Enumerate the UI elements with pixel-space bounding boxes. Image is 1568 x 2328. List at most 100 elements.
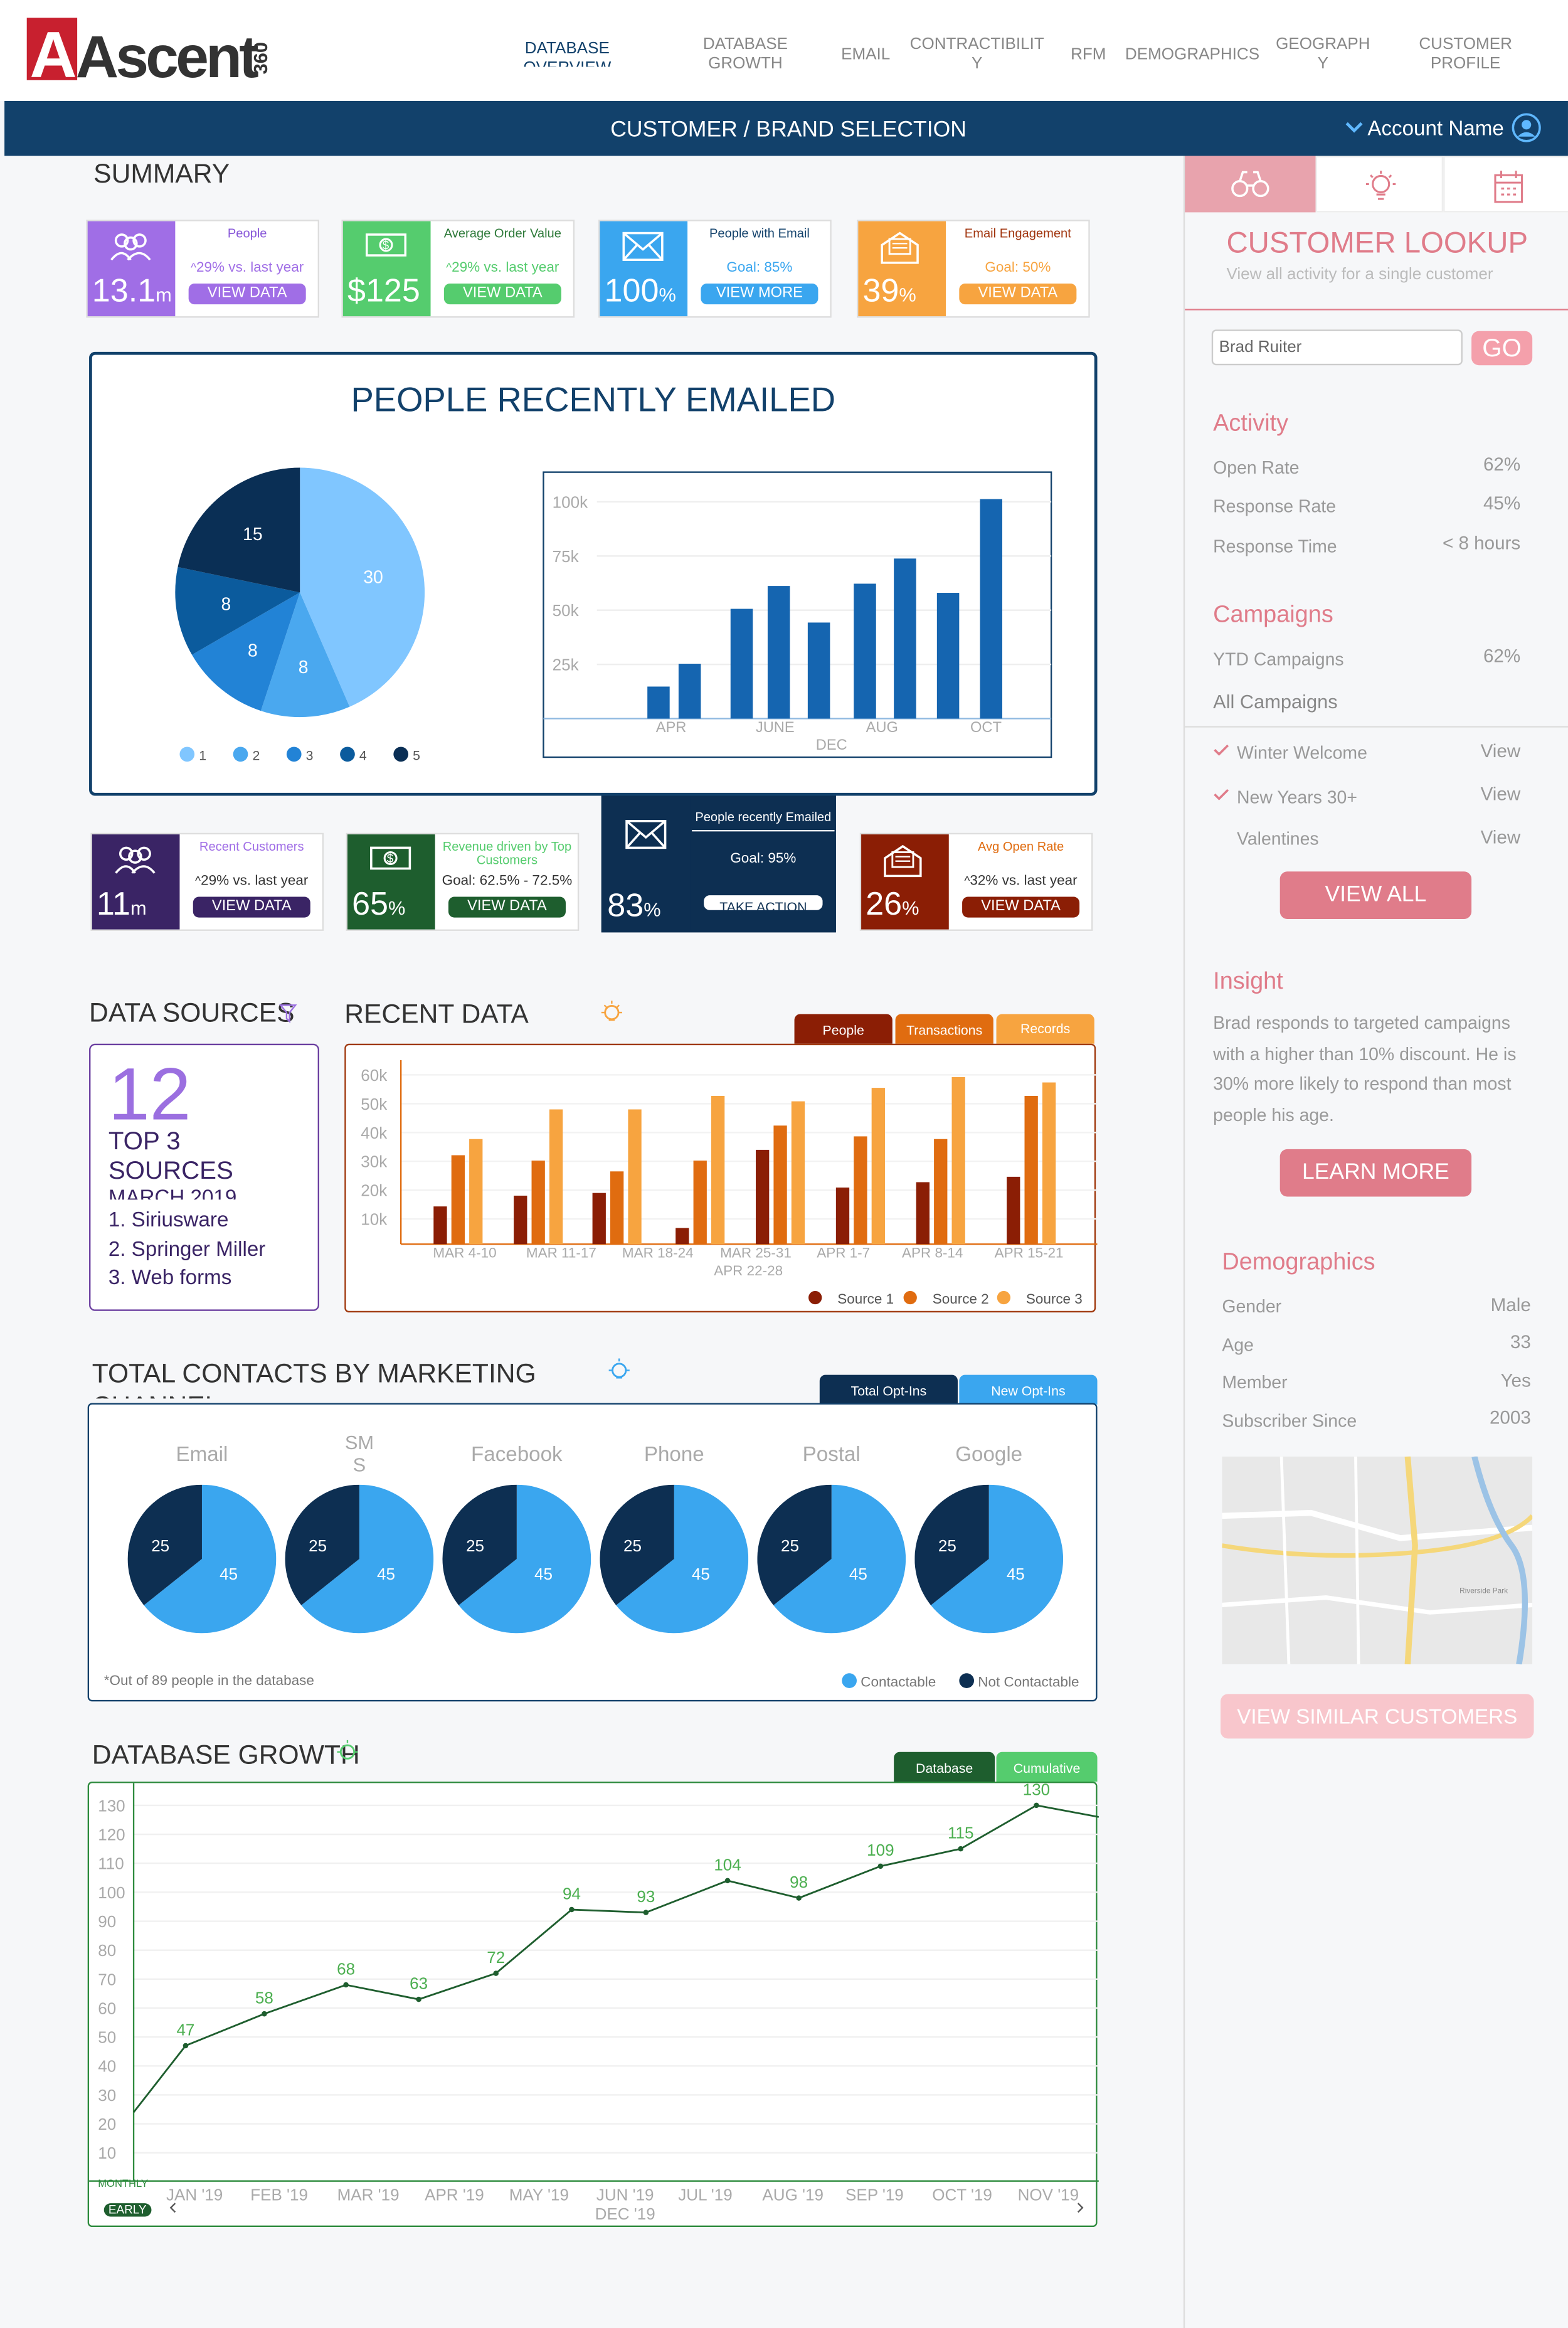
customer-search-input[interactable]: Brad Ruiter [1211, 329, 1463, 366]
people-icon [115, 846, 156, 874]
nav-geography[interactable]: GEOGRAPHY [1276, 35, 1370, 73]
data-sources-period: MARCH 2019 [108, 1184, 237, 1200]
donut-slice-not-contactable [127, 1484, 202, 1605]
money-icon: $ [365, 233, 407, 257]
tab-total-opt-ins[interactable]: Total Opt-Ins [819, 1374, 958, 1405]
tab-lookup[interactable] [1185, 156, 1316, 213]
nav-email[interactable]: EMAIL [841, 46, 891, 64]
card-button[interactable]: VIEW DATA [448, 896, 566, 918]
lightbulb-icon[interactable] [336, 1740, 359, 1767]
list-item[interactable]: 1. Siriusware [108, 1207, 229, 1231]
card-button[interactable]: VIEW DATA [193, 896, 310, 918]
calendar-icon [1494, 171, 1523, 203]
tab-transactions[interactable]: Transactions [895, 1014, 993, 1044]
tab-new-opt-ins[interactable]: New Opt-Ins [959, 1374, 1098, 1405]
chart-frame [543, 471, 1052, 758]
customer-map[interactable]: Riverside Park [1222, 1456, 1533, 1665]
learn-more-button[interactable]: LEARN MORE [1279, 1149, 1472, 1197]
legend-label: Source 3 [1026, 1291, 1083, 1307]
nav-database-overview[interactable]: DATABASE OVERVIEW [523, 40, 611, 67]
summary-card: $ $125 Average Order Value ^29% vs. last… [341, 220, 575, 318]
nav-rfm[interactable]: RFM [1071, 46, 1106, 64]
tab-database[interactable]: Database [894, 1751, 995, 1782]
data-label: 104 [714, 1855, 741, 1874]
channel-donut[interactable]: Facebook 25 45 [442, 1434, 591, 1672]
tab-records[interactable]: Records [996, 1014, 1094, 1044]
legend-label: Source 1 [837, 1291, 894, 1307]
channel-donut[interactable]: Phone 25 45 [600, 1434, 749, 1672]
card-button[interactable]: VIEW DATA [959, 284, 1077, 305]
top-sources-label: TOP 3 SOURCES [108, 1127, 233, 1185]
lightbulb-icon[interactable] [607, 1358, 631, 1386]
list-item[interactable]: 2. Springer Miller [108, 1236, 266, 1260]
summary-card: 26% Avg Open Rate ^32% vs. last year VIE… [859, 832, 1093, 931]
recent-loads-bar-chart: 60k 50k 40k 30k 20k 10k MAR 4-10 MAR 11-17 MAR 1… [361, 1060, 1098, 1307]
donut-slice-not-contactable [285, 1484, 359, 1605]
card-button[interactable]: VIEW DATA [962, 896, 1080, 918]
x-tick-label: APR 1-7 [817, 1245, 870, 1261]
donut-value-label: 25 [151, 1536, 169, 1555]
bar [531, 1161, 545, 1245]
subscriber-since-label: Subscriber Since [1222, 1410, 1357, 1432]
data-point [1034, 1802, 1039, 1809]
go-button[interactable]: GO [1471, 331, 1533, 366]
open-envelope-icon [881, 231, 919, 264]
tab-cumulative[interactable]: Cumulative [996, 1751, 1098, 1782]
view-all-button[interactable]: VIEW ALL [1279, 871, 1472, 919]
card-button[interactable]: VIEW DATA [443, 284, 561, 305]
channel-donut[interactable]: Email 25 45 [127, 1434, 277, 1672]
user-icon[interactable] [1512, 113, 1541, 142]
svg-text:Riverside Park: Riverside Park [1459, 1586, 1508, 1595]
tab-calendar[interactable] [1443, 156, 1568, 213]
y-tick-label: 60 [98, 1999, 116, 2017]
nav-contractibility[interactable]: CONTRACTIBILITY [909, 35, 1044, 73]
donut-slice-contactable [458, 1484, 591, 1634]
nav-database-growth[interactable]: DATABASE GROWTH [702, 35, 788, 73]
member-value: Yes [1500, 1370, 1531, 1391]
donut-value-label: 25 [781, 1536, 799, 1555]
y-tick-label: 70 [98, 1970, 116, 1989]
pie-slice-label: 8 [248, 640, 258, 661]
svg-text:$: $ [387, 853, 394, 866]
card-title: People recently Emailed [692, 810, 835, 832]
view-link[interactable]: View [1480, 827, 1521, 848]
lookup-title: CUSTOMER LOOKUP [1226, 227, 1528, 260]
x-tick-label: APR [656, 720, 687, 736]
filter-icon[interactable] [279, 1004, 297, 1024]
y-tick-label: 20k [361, 1181, 388, 1200]
svg-text:$: $ [383, 240, 389, 253]
tab-insight[interactable] [1315, 156, 1444, 213]
card-button[interactable]: VIEW MORE [701, 284, 818, 305]
x-tick-label: OCT '19 [932, 2185, 992, 2204]
account-name-dropdown[interactable]: Account Name [1367, 115, 1504, 140]
lightbulb-icon[interactable] [600, 1001, 623, 1028]
channel-donut[interactable]: Google 25 45 [914, 1434, 1064, 1672]
channel-donut[interactable]: Postal 25 45 [757, 1434, 906, 1672]
ascent-logo[interactable]: A Ascent 360 [26, 15, 272, 83]
lightbulb-icon [1366, 171, 1396, 200]
x-tick-label: AUG '19 [762, 2185, 824, 2204]
channel-donut[interactable]: SMS 25 45 [285, 1431, 434, 1672]
nav-customer-profile[interactable]: CUSTOMER PROFILE [1419, 35, 1512, 73]
nav-demographics[interactable]: DEMOGRAPHICS [1125, 46, 1260, 64]
early-toggle[interactable]: EARLY [103, 2203, 151, 2217]
bar [647, 686, 670, 719]
view-link[interactable]: View [1480, 740, 1521, 762]
card-button[interactable]: VIEW DATA [188, 284, 306, 305]
monthly-toggle[interactable]: MONTHLY [98, 2179, 149, 2190]
card-subtitle: ^29% vs. last year [446, 260, 559, 277]
bar [854, 583, 876, 719]
view-similar-customers-button[interactable]: VIEW SIMILAR CUSTOMERS [1221, 1694, 1534, 1739]
tab-people[interactable]: People [794, 1014, 893, 1044]
view-link[interactable]: View [1480, 784, 1521, 805]
svg-text:A: A [29, 19, 77, 83]
x-tick-label: JUN '19 [596, 2185, 654, 2204]
card-value: 100% [604, 272, 676, 309]
y-tick-label: 20 [98, 2115, 116, 2134]
chevron-down-icon[interactable] [1343, 120, 1364, 136]
card-subtitle: Goal: 62.5% - 72.5% [442, 873, 573, 890]
chevron-left-icon [169, 2203, 176, 2213]
data-label: 58 [255, 1989, 273, 2007]
list-item[interactable]: 3. Web forms [108, 1265, 232, 1289]
card-button[interactable]: TAKE ACTION [704, 895, 823, 910]
